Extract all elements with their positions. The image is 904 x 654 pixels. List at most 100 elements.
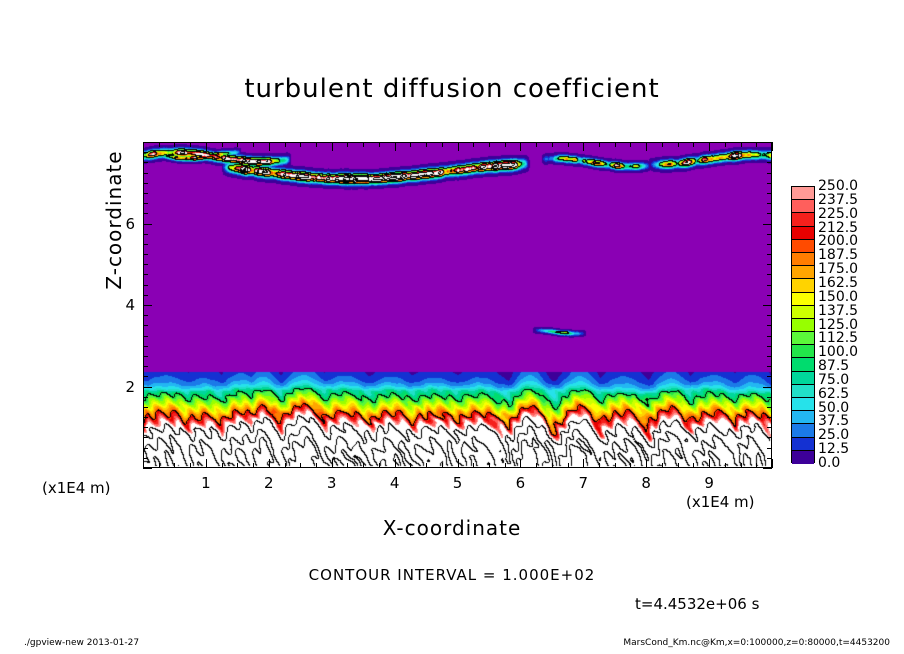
- colorbar-band-2: [792, 213, 814, 227]
- x-minor-tick: [709, 459, 710, 468]
- x-minor-tick: [316, 463, 317, 468]
- x-minor-tick-top: [410, 142, 411, 147]
- x-minor-tick-top: [285, 142, 286, 147]
- colorbar-band-8: [792, 292, 814, 306]
- colorbar-label-150.0: 150.0: [818, 288, 859, 305]
- y-minor-tick: [143, 285, 148, 286]
- page-title: turbulent diffusion coefficient: [244, 74, 660, 104]
- y-minor-tick: [143, 264, 148, 265]
- x-minor-tick: [458, 459, 459, 468]
- x-minor-tick-top: [630, 142, 631, 147]
- x-minor-tick: [379, 463, 380, 468]
- y-minor-tick-right: [767, 336, 772, 337]
- colorbar-label-212.5: 212.5: [818, 219, 859, 236]
- y-minor-tick: [143, 346, 148, 347]
- colorbar-label-87.5: 87.5: [818, 358, 850, 375]
- x-minor-tick-top: [222, 142, 223, 147]
- y-minor-tick-right: [763, 142, 772, 143]
- x-tick-label-2: 2: [264, 474, 274, 492]
- x-minor-tick-top: [269, 142, 270, 151]
- x-minor-tick-top: [190, 142, 191, 147]
- y-minor-tick: [143, 387, 152, 388]
- y-minor-tick-right: [767, 397, 772, 398]
- y-minor-tick-right: [767, 366, 772, 367]
- x-minor-tick: [473, 463, 474, 468]
- y-minor-tick-right: [767, 315, 772, 316]
- y-minor-tick-right: [767, 458, 772, 459]
- y-minor-tick: [143, 173, 148, 174]
- colorbar-band-0: [792, 187, 814, 201]
- colorbar-label-62.5: 62.5: [818, 385, 850, 402]
- colorbar-band-3: [792, 226, 814, 240]
- colorbar-band-1: [792, 200, 814, 214]
- y-minor-tick: [143, 376, 148, 377]
- y-minor-tick: [143, 213, 148, 214]
- y-minor-tick-right: [767, 183, 772, 184]
- x-minor-tick: [174, 463, 175, 468]
- x-minor-tick: [678, 463, 679, 468]
- colorbar-label-12.5: 12.5: [818, 441, 850, 458]
- time-annotation: t=4.4532e+06 s: [635, 595, 760, 613]
- x-minor-tick-top: [426, 142, 427, 147]
- x-minor-tick: [269, 459, 270, 468]
- colorbar-label-137.5: 137.5: [818, 302, 859, 319]
- y-minor-tick-right: [767, 417, 772, 418]
- y-minor-tick: [143, 468, 152, 469]
- y-minor-tick-right: [767, 162, 772, 163]
- x-minor-tick-top: [599, 142, 600, 147]
- y-minor-tick-right: [763, 305, 772, 306]
- x-minor-tick-top: [159, 142, 160, 147]
- x-minor-tick: [568, 463, 569, 468]
- x-minor-tick: [300, 463, 301, 468]
- x-minor-tick: [410, 463, 411, 468]
- x-tick-label-9: 9: [704, 474, 714, 492]
- x-minor-tick: [693, 463, 694, 468]
- contour-field: [144, 143, 771, 467]
- y-minor-tick: [143, 407, 148, 408]
- x-minor-tick-top: [709, 142, 710, 151]
- x-minor-tick: [347, 463, 348, 468]
- y-minor-tick-right: [763, 468, 772, 469]
- x-minor-tick-top: [363, 142, 364, 147]
- y-minor-tick-right: [767, 356, 772, 357]
- y-minor-tick-right: [763, 387, 772, 388]
- x-minor-tick-top: [253, 142, 254, 147]
- x-minor-tick-top: [505, 142, 506, 147]
- x-axis-title: X-coordinate: [382, 516, 522, 540]
- y-minor-tick: [143, 437, 148, 438]
- colorbar-band-4: [792, 239, 814, 253]
- y-minor-tick: [143, 244, 148, 245]
- y-minor-tick: [143, 234, 148, 235]
- colorbar-label-225.0: 225.0: [818, 205, 859, 222]
- y-minor-tick-right: [767, 254, 772, 255]
- x-minor-tick: [285, 463, 286, 468]
- y-minor-tick: [143, 325, 148, 326]
- y-minor-tick: [143, 315, 148, 316]
- colorbar-label-125.0: 125.0: [818, 316, 859, 333]
- x-minor-tick-top: [300, 142, 301, 147]
- x-minor-tick: [725, 463, 726, 468]
- x-minor-tick: [222, 463, 223, 468]
- y-minor-tick-right: [767, 437, 772, 438]
- x-minor-tick: [552, 463, 553, 468]
- x-minor-tick: [442, 463, 443, 468]
- colorbar-label-0.0: 0.0: [818, 455, 841, 471]
- x-minor-tick: [646, 459, 647, 468]
- x-minor-tick-top: [725, 142, 726, 147]
- x-minor-tick: [395, 459, 396, 468]
- colorbar-label-250.0: 250.0: [818, 178, 859, 194]
- x-tick-label-4: 4: [389, 474, 400, 492]
- colorbar-label-25.0: 25.0: [818, 427, 850, 444]
- colorbar-band-9: [792, 305, 814, 319]
- x-minor-tick-top: [347, 142, 348, 147]
- x-minor-tick: [253, 463, 254, 468]
- x-minor-tick-top: [678, 142, 679, 147]
- y-minor-tick-right: [767, 193, 772, 194]
- y-minor-tick-right: [767, 274, 772, 275]
- y-minor-tick: [143, 162, 148, 163]
- x-minor-tick: [159, 463, 160, 468]
- x-tick-label-3: 3: [326, 474, 337, 492]
- y-tick-label-4: 4: [125, 296, 135, 314]
- y-minor-tick: [143, 356, 148, 357]
- x-minor-tick-top: [662, 142, 663, 147]
